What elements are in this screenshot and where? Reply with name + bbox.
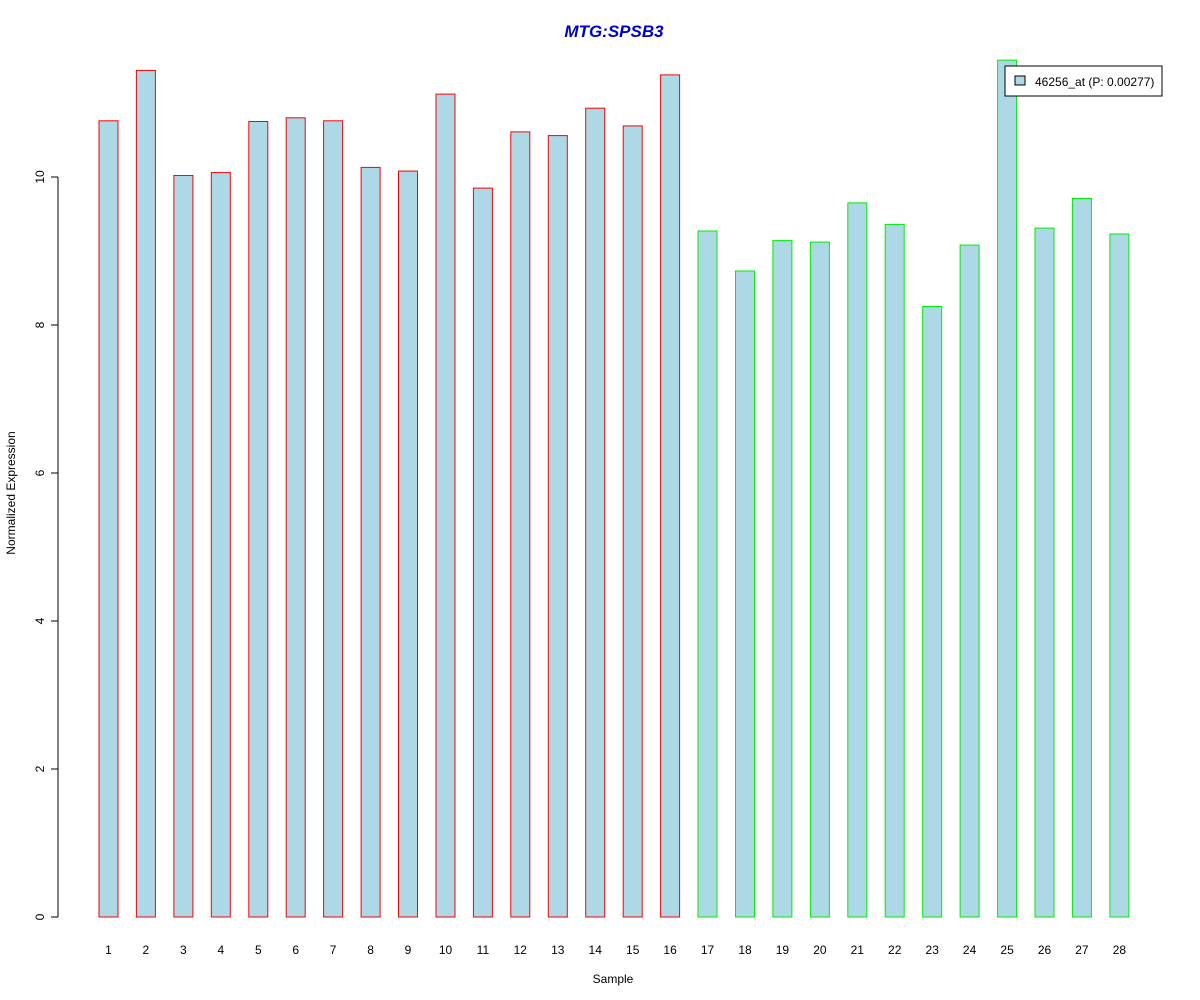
- legend-box: [1004, 65, 1163, 97]
- x-tick-label: 24: [963, 943, 977, 957]
- x-tick-label: 23: [926, 943, 940, 957]
- x-tick-label: 6: [292, 943, 299, 957]
- bar-sample-10: [435, 93, 456, 918]
- bar-sample-24: [959, 244, 980, 918]
- bar-sample-13: [547, 135, 568, 918]
- x-tick-label: 25: [1000, 943, 1014, 957]
- y-axis: 0 2 4 6 8 10: [33, 170, 59, 920]
- y-tick-label: 0: [33, 913, 47, 920]
- x-tick-label: 13: [551, 943, 565, 957]
- bar-sample-17: [697, 230, 718, 918]
- y-tick-label: 10: [33, 170, 47, 184]
- x-tick-label: 15: [626, 943, 640, 957]
- x-tick-label: 5: [255, 943, 262, 957]
- bar-sample-11: [472, 187, 493, 918]
- x-tick-label: 26: [1038, 943, 1052, 957]
- bar-sample-20: [809, 241, 830, 918]
- bar-sample-25: [997, 59, 1018, 918]
- bar-sample-3: [173, 175, 194, 918]
- bar-sample-12: [510, 131, 531, 918]
- x-tick-label: 17: [701, 943, 715, 957]
- bar-sample-4: [210, 172, 231, 918]
- bar-sample-9: [398, 170, 418, 918]
- x-tick-label: 8: [367, 943, 374, 957]
- x-tick-labels: 1 2 3 4 5 6 7 8 9 10 11 12 13 14 15 16 17 18 19 20 21 22 23 24 2…: [105, 943, 1126, 957]
- bar-sample-15: [622, 125, 643, 918]
- bar-sample-8: [360, 166, 381, 918]
- y-tick-label: 6: [33, 469, 47, 476]
- x-axis-title: Sample: [593, 972, 634, 986]
- chart-title: MTG:SPSB3: [564, 22, 664, 41]
- x-tick-label: 1: [105, 943, 112, 957]
- bar-sample-27: [1071, 198, 1092, 918]
- x-tick-label: 22: [888, 943, 902, 957]
- bar-sample-21: [847, 202, 868, 918]
- x-tick-label: 4: [217, 943, 224, 957]
- bar-sample-7: [323, 120, 344, 918]
- bar-sample-22: [884, 223, 905, 918]
- x-tick-label: 11: [477, 943, 490, 957]
- bar-sample-28: [1109, 233, 1130, 918]
- bar-sample-19: [772, 240, 793, 918]
- bar-sample-1: [98, 120, 119, 918]
- x-tick-label: 12: [514, 943, 528, 957]
- y-tick-label: 2: [33, 765, 47, 772]
- legend: 46256_at (P: 0.00277): [1004, 65, 1163, 97]
- x-tick-label: 10: [439, 943, 453, 957]
- y-tick-label: 8: [33, 321, 47, 328]
- y-axis-title: Normalized Expression: [4, 431, 18, 554]
- bar-sample-26: [1034, 227, 1055, 918]
- x-tick-label: 2: [143, 943, 150, 957]
- bar-sample-18: [735, 270, 755, 918]
- bar-sample-6: [285, 117, 306, 918]
- legend-swatch: [1014, 75, 1026, 86]
- bar-sample-23: [922, 306, 943, 918]
- x-tick-label: 18: [738, 943, 752, 957]
- y-tick-label: 4: [33, 617, 47, 624]
- x-tick-label: 27: [1075, 943, 1089, 957]
- x-tick-label: 14: [589, 943, 603, 957]
- bar-sample-5: [248, 121, 269, 918]
- bar-sample-14: [585, 107, 606, 918]
- x-tick-label: 19: [776, 943, 790, 957]
- x-tick-label: 16: [663, 943, 677, 957]
- x-tick-label: 3: [180, 943, 187, 957]
- x-tick-label: 20: [813, 943, 827, 957]
- x-tick-label: 21: [851, 943, 865, 957]
- bar-sample-2: [135, 69, 156, 918]
- bar-sample-16: [660, 74, 681, 918]
- legend-label: 46256_at (P: 0.00277): [1035, 75, 1154, 89]
- x-tick-label: 9: [405, 943, 412, 957]
- x-tick-label: 7: [330, 943, 337, 957]
- bars: [98, 59, 1130, 918]
- x-tick-label: 28: [1113, 943, 1127, 957]
